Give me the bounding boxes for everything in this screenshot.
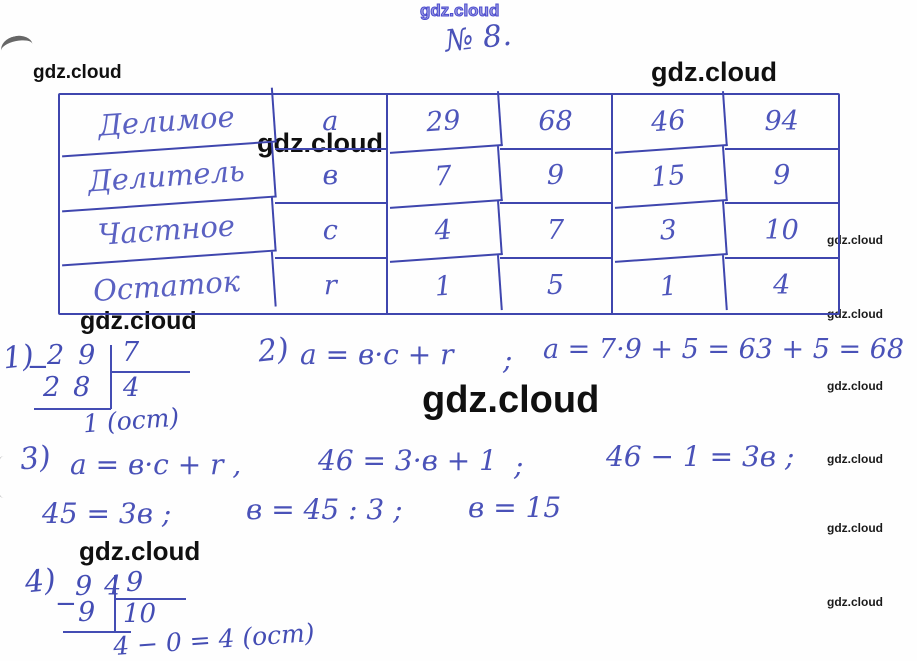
division-bracket-vertical (110, 345, 112, 409)
table-cell: 7 (385, 145, 502, 208)
solution-3-equation: 46 = 3·в + 1 (318, 444, 497, 477)
scan-artifact-left-edge (0, 456, 13, 498)
division-bracket-vertical (114, 575, 116, 633)
division-bracket-horizontal (114, 598, 186, 600)
table-cell: 29 (385, 91, 502, 154)
divisor: 9 (126, 567, 144, 598)
dividend: 94 (75, 571, 134, 602)
table-cell: 9 (725, 150, 838, 204)
table-cell: 9 (500, 149, 613, 204)
watermark-right: gdz.cloud (827, 233, 883, 247)
table-cell: 46 (611, 91, 728, 154)
subtrahend: 9 (78, 597, 96, 628)
solution-4-long-division: 4) − 94 9 10 9 4 − 0 = 4 (ост) (23, 562, 325, 661)
quotient: 4 (123, 373, 140, 403)
solution-3-formula: a = в·c + r , (70, 448, 242, 481)
solution-2-formula: a = в·c + r (300, 338, 454, 371)
table-cell: c (275, 204, 388, 259)
watermark: gdz.cloud (80, 307, 197, 335)
table-cell: r (275, 258, 388, 313)
watermark: gdz.cloud (257, 128, 383, 158)
divisor: 7 (122, 337, 140, 368)
watermark-right: gdz.cloud (827, 452, 883, 466)
watermark-top-outline: gdz.cloud (419, 1, 500, 20)
watermark-center-large: gdz.cloud (422, 379, 600, 421)
table-cell: 4 (773, 270, 791, 302)
solution-3-equation: 45 = 3в ; (42, 497, 172, 530)
table-cell: 1 (385, 254, 502, 317)
table-cell: 4 (385, 200, 502, 263)
table-cell: в (275, 149, 388, 204)
division-table: Делимое a 29 68 46 94 Делитель в 7 9 15 … (58, 87, 840, 321)
minus-sign: − (27, 352, 49, 382)
watermark-right: gdz.cloud (827, 379, 883, 393)
watermark-right: gdz.cloud (827, 307, 883, 321)
solution-2-calculation: a = 7·9 + 5 = 63 + 5 = 68 (543, 334, 905, 365)
subtraction-underline (63, 631, 131, 633)
remainder-note: 1 (ост) (82, 402, 181, 439)
separator: ; (503, 343, 513, 376)
table-cell: 1 (611, 254, 728, 317)
watermark: gdz.cloud (33, 62, 122, 83)
table-cell: a (275, 95, 388, 150)
watermark-right: gdz.cloud (827, 521, 883, 535)
exercise-number: № 8. (443, 17, 514, 60)
subtraction-underline (34, 408, 111, 410)
table-cell: 94 (725, 95, 838, 150)
solution-index: 3) (18, 439, 53, 478)
watermark: gdz.cloud (79, 536, 201, 566)
solution-3-result: в = 15 (468, 491, 562, 524)
solution-index: 2) (256, 331, 291, 370)
quotient: 10 (123, 599, 157, 629)
scan-artifact-top-left (0, 32, 36, 63)
subtrahend: 28 (43, 372, 104, 403)
table-cell: 7 (500, 204, 613, 259)
solution-3-equation: 46 − 1 = 3в ; (606, 440, 795, 473)
solution-1-long-division: 1) − 29 7 4 28 1 (ост) (1, 337, 233, 440)
table-cell: 3 (611, 200, 728, 263)
table-cell: 10 (725, 204, 838, 259)
solution-index: 4) (23, 562, 58, 601)
division-bracket-horizontal (110, 371, 190, 373)
separator: ; (514, 449, 524, 482)
watermark-right: gdz.cloud (827, 595, 883, 609)
solution-3-equation: в = 45 : 3 ; (246, 493, 403, 526)
minus-sign: − (55, 589, 77, 619)
dividend: 29 (47, 340, 110, 371)
table-cell: 68 (500, 95, 613, 150)
watermark: gdz.cloud (651, 57, 777, 87)
table-cell: 5 (500, 258, 613, 313)
table-cell: 15 (611, 145, 728, 208)
